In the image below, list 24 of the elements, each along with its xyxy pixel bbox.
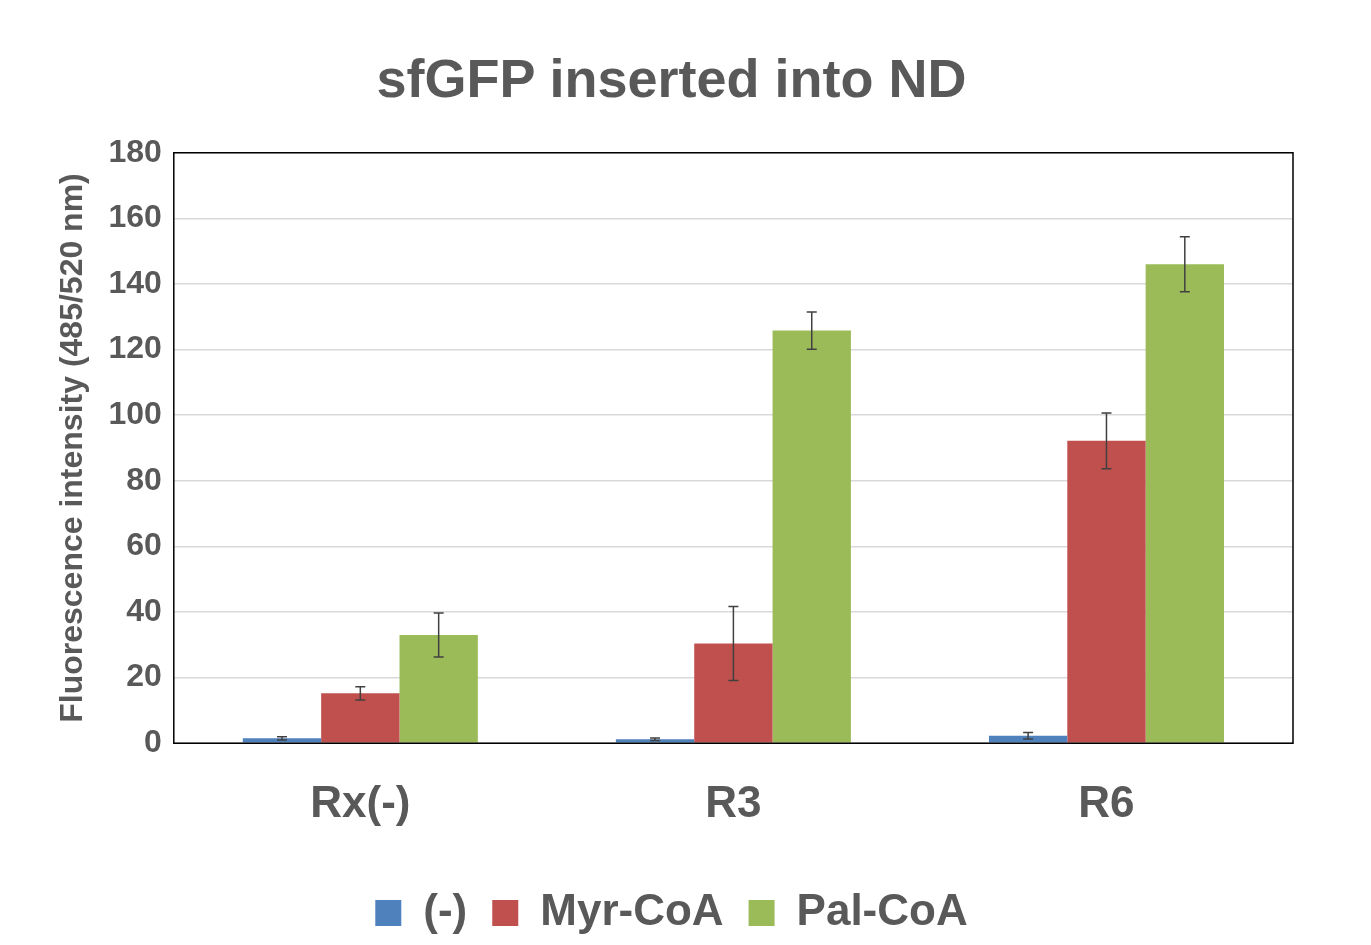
y-tick-label: 60 [126, 526, 162, 563]
bar [399, 634, 478, 743]
y-tick-label: 140 [108, 263, 162, 300]
y-axis-title: Fluorescence intensity (485/520 nm) [53, 173, 90, 723]
legend-label: Myr-CoA [540, 885, 724, 935]
chart-title: sfGFP inserted into ND [376, 48, 967, 109]
x-tick-label: R6 [1078, 776, 1135, 826]
bar [321, 693, 400, 743]
y-tick-label: 20 [126, 657, 162, 694]
y-tick-label: 0 [143, 723, 162, 760]
x-tick-label: Rx(-) [310, 776, 411, 826]
y-tick-label: 40 [126, 591, 162, 628]
y-tick-label: 160 [108, 198, 162, 235]
y-tick-label: 80 [126, 460, 162, 497]
bar [1067, 440, 1146, 743]
bar [1145, 264, 1224, 743]
y-tick-label: 180 [108, 132, 162, 169]
legend-label: Pal-CoA [796, 885, 968, 935]
y-tick-label: 120 [108, 329, 162, 366]
bar [694, 643, 773, 743]
x-tick-label: R3 [705, 776, 762, 826]
legend-label: (-) [423, 885, 468, 935]
y-tick-label: 100 [108, 395, 162, 432]
bar [772, 330, 851, 743]
